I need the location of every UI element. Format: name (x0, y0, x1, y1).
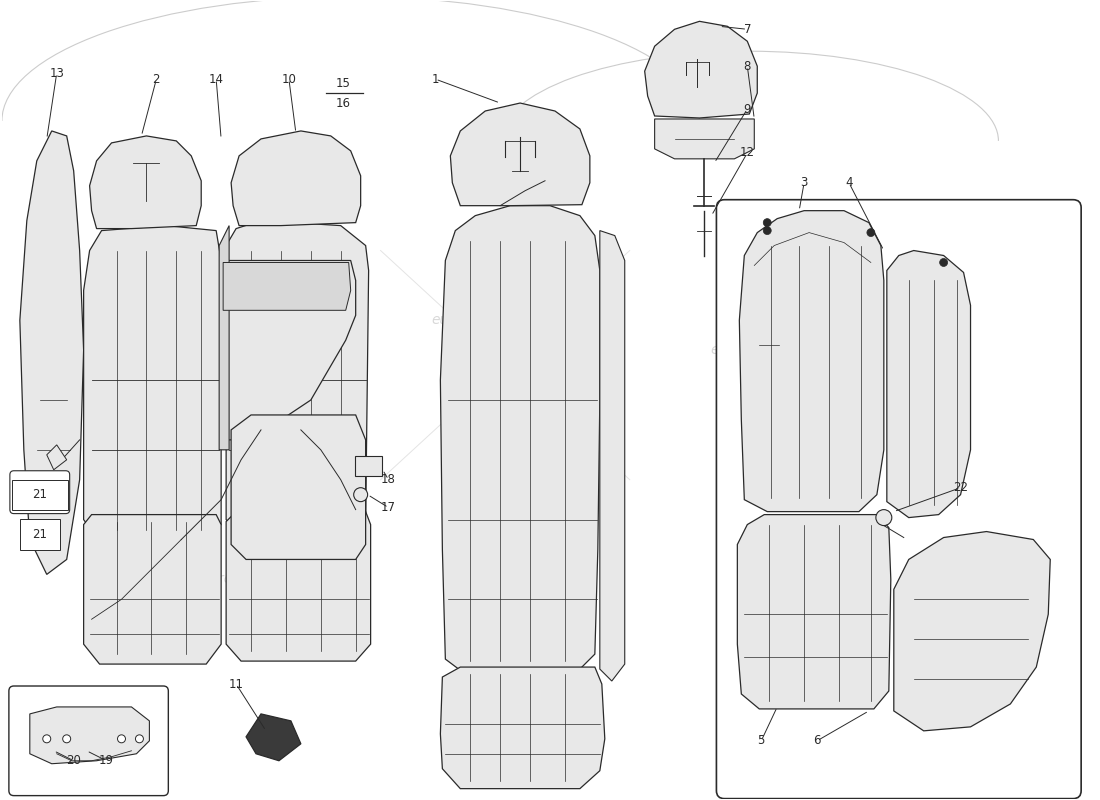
FancyBboxPatch shape (9, 686, 168, 796)
Circle shape (354, 488, 367, 502)
Circle shape (43, 735, 51, 743)
Circle shape (135, 735, 143, 743)
Text: eurospares: eurospares (711, 343, 788, 357)
Text: 9: 9 (744, 102, 751, 115)
Circle shape (876, 510, 892, 526)
Polygon shape (24, 482, 52, 498)
Circle shape (63, 735, 70, 743)
Text: 6: 6 (813, 734, 821, 747)
Polygon shape (30, 707, 150, 764)
Polygon shape (20, 131, 84, 574)
Text: 18: 18 (381, 474, 396, 486)
Polygon shape (440, 667, 605, 789)
Text: eurospares: eurospares (163, 572, 240, 586)
Text: 22: 22 (953, 481, 968, 494)
Text: 1: 1 (431, 73, 439, 86)
Circle shape (763, 218, 771, 226)
Circle shape (118, 735, 125, 743)
Polygon shape (246, 714, 301, 761)
FancyBboxPatch shape (716, 200, 1081, 798)
Text: 13: 13 (50, 66, 64, 80)
FancyBboxPatch shape (10, 470, 69, 514)
Text: 11: 11 (229, 678, 243, 690)
Polygon shape (89, 136, 201, 229)
Text: eurospares: eurospares (431, 314, 509, 327)
Polygon shape (231, 131, 361, 226)
Polygon shape (231, 415, 365, 559)
Text: 4: 4 (845, 176, 853, 190)
Text: 17: 17 (381, 501, 396, 514)
Polygon shape (221, 261, 355, 440)
Polygon shape (600, 230, 625, 681)
Polygon shape (227, 512, 371, 661)
Text: 3: 3 (801, 176, 807, 190)
Text: 19: 19 (99, 754, 114, 767)
Polygon shape (450, 103, 590, 206)
Text: eurospares: eurospares (183, 274, 260, 287)
Polygon shape (219, 226, 229, 450)
FancyBboxPatch shape (20, 518, 59, 550)
Text: 21: 21 (32, 528, 47, 541)
Text: 10: 10 (282, 73, 296, 86)
Polygon shape (223, 262, 351, 310)
Polygon shape (47, 445, 67, 470)
Polygon shape (739, 210, 883, 512)
FancyBboxPatch shape (12, 480, 68, 510)
Polygon shape (645, 22, 757, 118)
Text: 2: 2 (153, 73, 161, 86)
Polygon shape (84, 226, 221, 545)
Polygon shape (894, 531, 1050, 731)
Text: 14: 14 (209, 73, 223, 86)
Text: 7: 7 (744, 22, 751, 36)
Polygon shape (887, 250, 970, 518)
Polygon shape (654, 119, 755, 159)
Circle shape (867, 229, 875, 237)
Text: 12: 12 (740, 146, 755, 159)
Text: 21: 21 (32, 488, 47, 501)
Text: eurospares: eurospares (780, 612, 858, 626)
Text: 15: 15 (336, 77, 350, 90)
Text: 5: 5 (758, 734, 764, 747)
Polygon shape (227, 221, 368, 539)
Text: 8: 8 (744, 60, 751, 73)
Polygon shape (440, 206, 600, 674)
Circle shape (763, 226, 771, 234)
Circle shape (939, 258, 947, 266)
FancyBboxPatch shape (354, 456, 382, 476)
Text: 16: 16 (336, 97, 350, 110)
Polygon shape (84, 514, 221, 664)
Text: 20: 20 (66, 754, 81, 767)
Polygon shape (737, 514, 891, 709)
